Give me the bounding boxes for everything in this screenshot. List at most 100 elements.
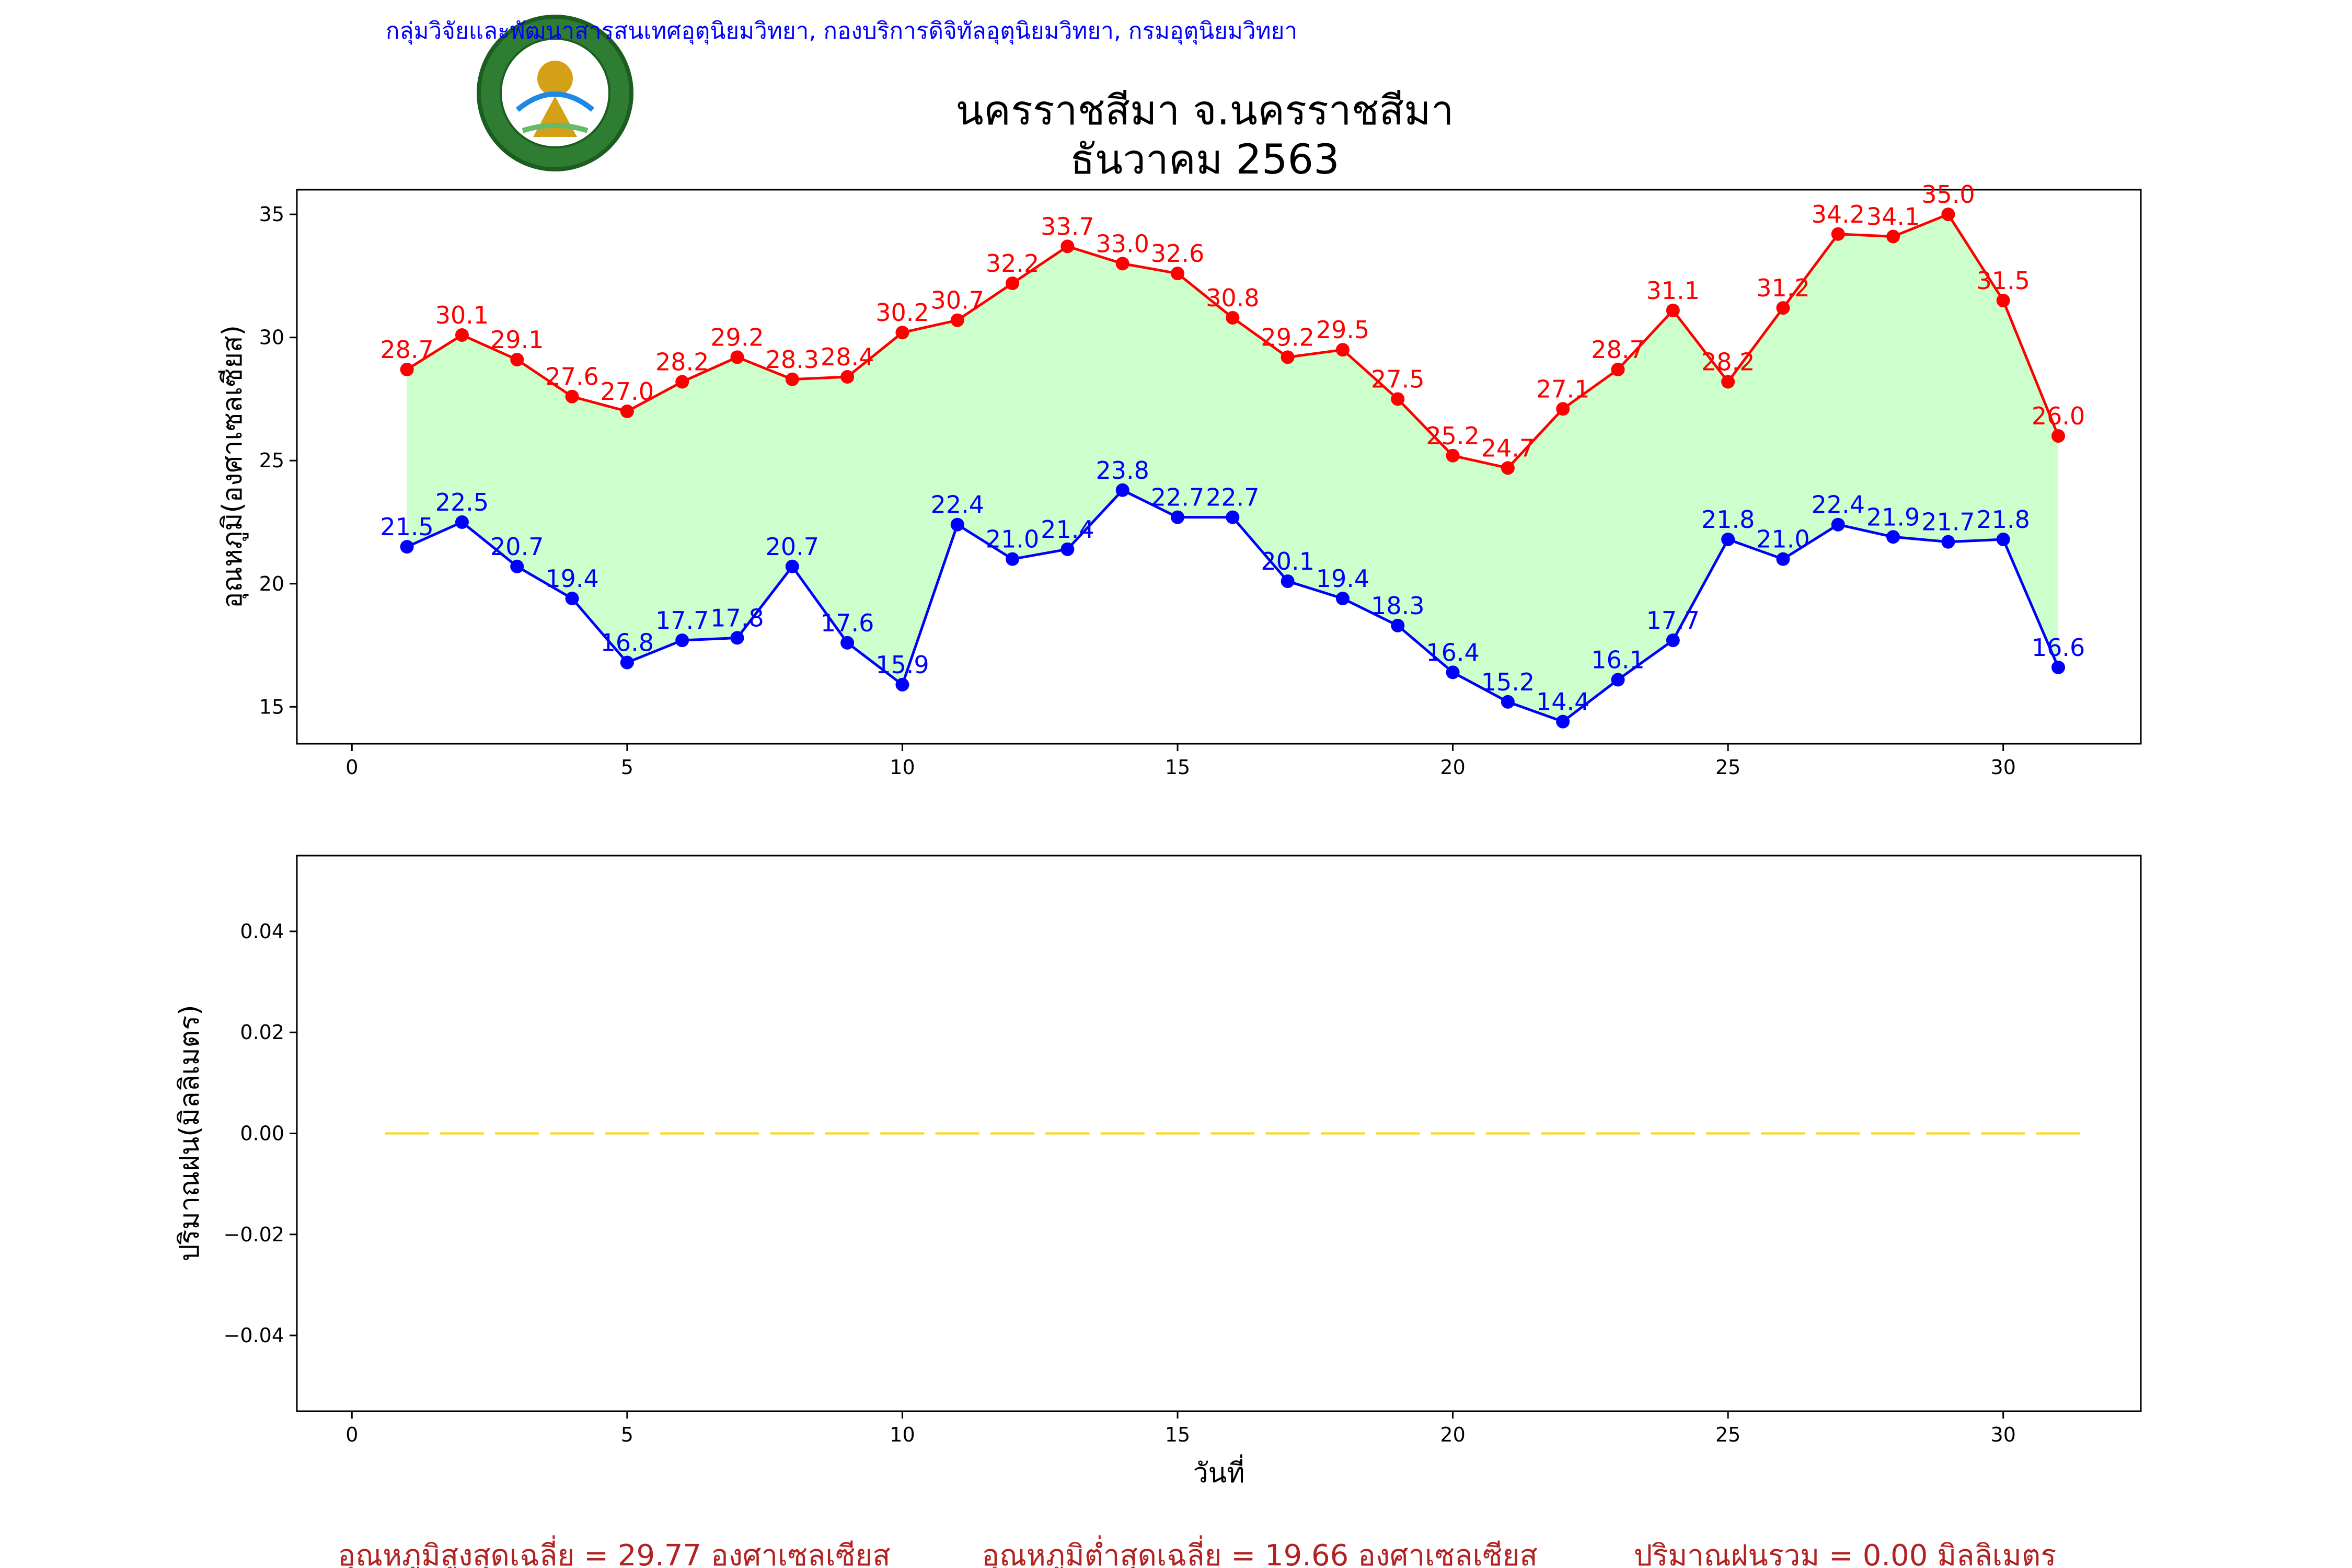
- min-temperature-point: [950, 517, 964, 532]
- min-temperature-label: 16.1: [1591, 646, 1644, 674]
- x-tick-label: 15: [1165, 756, 1190, 779]
- rainfall-bar: [1100, 1132, 1145, 1135]
- max-temperature-point: [1501, 461, 1515, 475]
- max-temperature-label: 32.6: [1151, 239, 1204, 268]
- max-temperature-label: 28.7: [380, 336, 433, 364]
- x-tick-label: 25: [1715, 1423, 1740, 1446]
- rainfall-bar: [605, 1132, 650, 1135]
- max-temperature-point: [1556, 402, 1570, 416]
- max-temperature-label: 33.0: [1096, 229, 1149, 258]
- min-temperature-label: 18.3: [1371, 592, 1424, 620]
- min-temperature-point: [1501, 695, 1515, 709]
- min-temperature-label: 22.4: [931, 491, 984, 519]
- rainfall-bar: [495, 1132, 539, 1135]
- max-temperature-point: [565, 389, 579, 403]
- x-tick-label: 20: [1440, 756, 1465, 779]
- max-temperature-point: [1721, 375, 1735, 389]
- rainfall-bar: [1981, 1132, 2025, 1135]
- x-tick-label: 0: [345, 1423, 358, 1446]
- station-title: นครราชสีมา จ.นครราชสีมา: [956, 87, 1454, 134]
- max-temperature-label: 28.7: [1591, 336, 1644, 364]
- min-temperature-label: 23.8: [1096, 456, 1149, 485]
- max-temperature-label: 25.2: [1426, 422, 1479, 450]
- rainfall-bar: [1210, 1132, 1255, 1135]
- max-temperature-point: [1611, 362, 1625, 376]
- min-temperature-label: 21.0: [1756, 525, 1809, 554]
- min-temperature-point: [1831, 517, 1845, 532]
- max-temperature-label: 30.7: [931, 286, 984, 315]
- min-temperature-label: 21.9: [1866, 503, 1920, 531]
- max-temperature-point: [1226, 310, 1240, 325]
- x-tick-label: 10: [890, 756, 915, 779]
- min-temperature-point: [455, 515, 469, 529]
- max-temperature-label: 34.1: [1866, 203, 1920, 231]
- rainfall-bar: [550, 1132, 594, 1135]
- min-temperature-label: 16.6: [2032, 633, 2085, 662]
- min-temperature-label: 14.4: [1536, 688, 1589, 716]
- min-temperature-label: 20.7: [766, 533, 819, 561]
- max-temperature-point: [1171, 267, 1185, 281]
- max-temperature-label: 35.0: [1921, 180, 1975, 209]
- max-temperature-label: 29.2: [710, 323, 764, 351]
- max-temperature-label: 26.0: [2032, 402, 2085, 430]
- min-temperature-label: 20.7: [490, 533, 544, 561]
- rainfall-bar: [2036, 1132, 2081, 1135]
- max-temperature-label: 33.7: [1041, 212, 1094, 240]
- min-temperature-point: [565, 592, 579, 606]
- x-tick-label: 25: [1715, 756, 1740, 779]
- average-min-temperature: อุณหภูมิต่ำสุดเฉลี่ย = 19.66 องศาเซลเซีย…: [982, 1535, 1537, 1568]
- max-temperature-point: [950, 313, 964, 327]
- rainfall-bar: [1651, 1132, 1695, 1135]
- y-tick-label: −0.02: [224, 1223, 284, 1246]
- max-temperature-label: 28.2: [1701, 348, 1755, 376]
- rainfall-bar: [1045, 1132, 1090, 1135]
- max-temperature-point: [1446, 448, 1460, 463]
- min-temperature-point: [730, 631, 744, 645]
- rainfall-bar: [1706, 1132, 1750, 1135]
- min-temperature-label: 17.7: [655, 606, 709, 635]
- max-temperature-point: [510, 353, 524, 367]
- min-temperature-label: 21.5: [380, 513, 433, 541]
- x-tick-label: 5: [621, 1423, 633, 1446]
- min-temperature-point: [1886, 530, 1900, 544]
- max-temperature-label: 31.1: [1646, 276, 1700, 305]
- min-temperature-label: 21.0: [986, 525, 1039, 554]
- min-temperature-point: [1721, 532, 1735, 546]
- min-temperature-label: 16.8: [601, 629, 654, 657]
- max-temperature-label: 27.1: [1536, 375, 1589, 403]
- min-temperature-label: 20.1: [1261, 547, 1314, 575]
- rainfall-bar: [1541, 1132, 1585, 1135]
- max-temperature-point: [1886, 229, 1900, 244]
- rainfall-bar: [1265, 1132, 1310, 1135]
- y-tick-label: 30: [259, 326, 284, 349]
- rainfall-bar: [825, 1132, 870, 1135]
- min-temperature-label: 19.4: [545, 564, 598, 593]
- min-temperature-point: [1996, 532, 2010, 546]
- min-temperature-label: 17.8: [710, 604, 764, 632]
- max-temperature-label: 28.4: [821, 343, 874, 371]
- min-temperature-label: 21.4: [1041, 515, 1094, 544]
- max-temperature-label: 34.2: [1812, 200, 1865, 228]
- rainfall-bar: [1485, 1132, 1530, 1135]
- min-temperature-point: [1281, 574, 1295, 589]
- min-temperature-point: [1556, 714, 1570, 729]
- rainfall-bar: [385, 1132, 429, 1135]
- y-tick-label: 35: [259, 203, 284, 226]
- min-temperature-point: [1226, 510, 1240, 524]
- department-name: กลุ่มวิจัยและพัฒนาสารสนเทศอุตุนิยมวิทยา,…: [386, 18, 1297, 45]
- max-temperature-label: 29.2: [1261, 323, 1314, 351]
- y-tick-label: 25: [259, 449, 284, 472]
- max-temperature-point: [1996, 294, 2010, 307]
- min-temperature-label: 21.8: [1701, 505, 1755, 534]
- max-temperature-point: [1666, 303, 1680, 317]
- max-temperature-point: [1391, 392, 1405, 406]
- max-temperature-point: [1006, 276, 1020, 291]
- rainfall-y-axis-label: ปริมาณฝน(มิลลิเมตร): [174, 1005, 205, 1261]
- max-temperature-point: [620, 405, 634, 418]
- max-temperature-label: 24.7: [1481, 434, 1535, 462]
- max-temperature-label: 31.5: [1977, 267, 2030, 295]
- min-temperature-point: [1006, 552, 1020, 566]
- max-temperature-label: 32.2: [986, 249, 1039, 278]
- rainfall-bar: [440, 1132, 485, 1135]
